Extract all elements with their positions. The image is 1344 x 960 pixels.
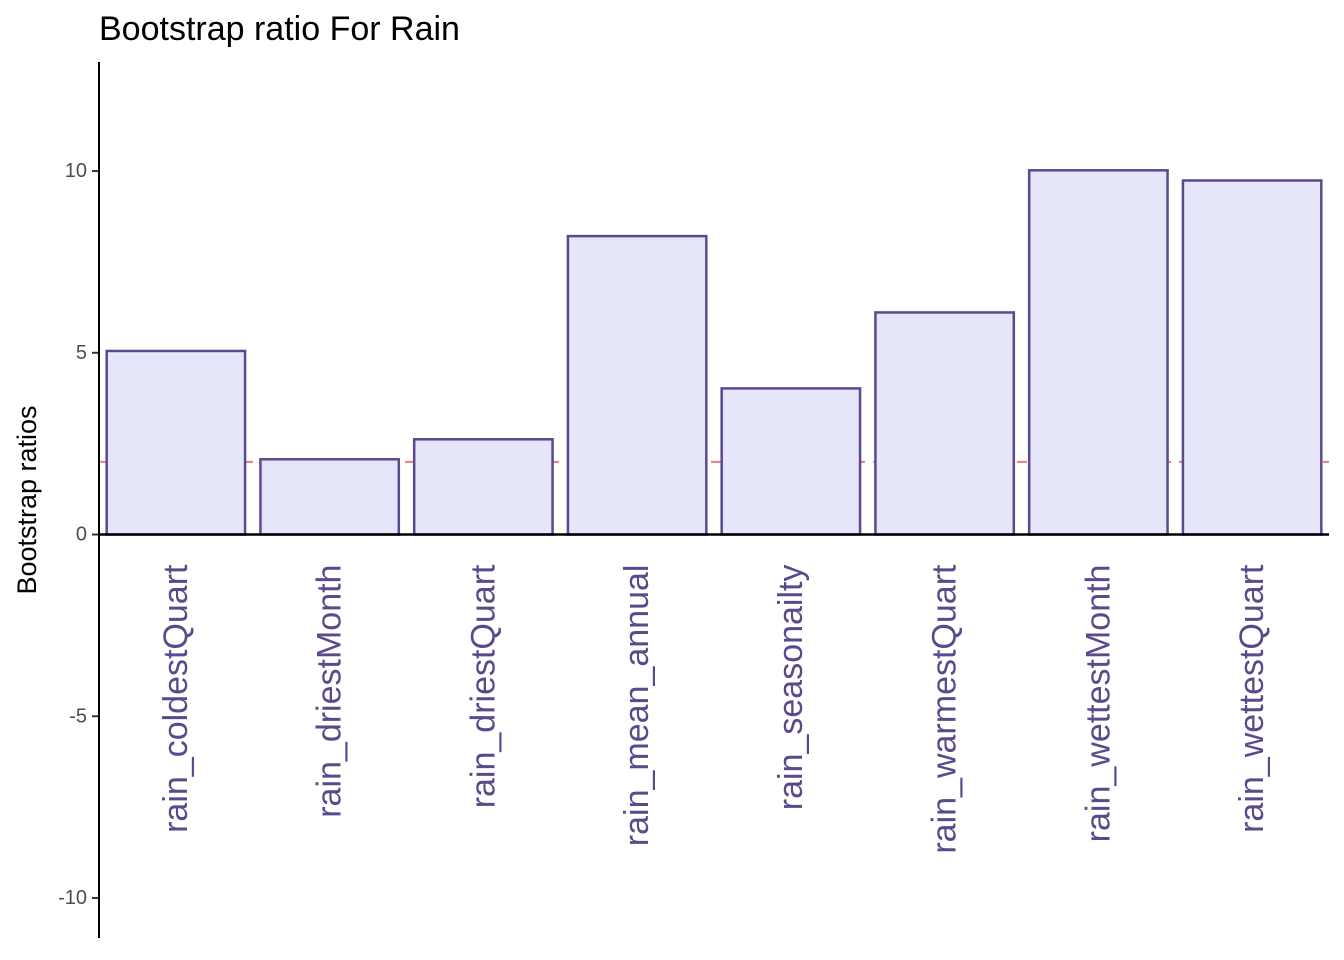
bars-layer bbox=[105, 169, 1323, 536]
bar-rain_wettestMonth bbox=[1027, 169, 1169, 536]
y-tick-label: -5 bbox=[69, 705, 87, 727]
y-ticks-layer: -10 -5 0 5 10 bbox=[58, 160, 99, 909]
bar-rain_driestMonth bbox=[259, 458, 401, 536]
bar-rain_seasonailty bbox=[720, 387, 862, 536]
y-tick-label: 0 bbox=[76, 524, 87, 546]
category-labels-layer: rain_coldestQuart rain_driestMonth rain_dr… bbox=[157, 564, 1271, 854]
y-axis-label: Bootstrap ratios bbox=[12, 405, 42, 594]
category-label: rain_driestQuart bbox=[464, 564, 502, 808]
bar-rain_coldestQuart bbox=[105, 349, 247, 536]
category-label: rain_wettestQuart bbox=[1233, 564, 1271, 833]
category-label: rain_coldestQuart bbox=[157, 564, 195, 833]
y-tick-label: 5 bbox=[76, 342, 87, 364]
chart-title: Bootstrap ratio For Rain bbox=[99, 10, 460, 48]
y-tick-label: 10 bbox=[65, 160, 87, 182]
y-tick-label: -10 bbox=[58, 887, 87, 909]
category-label: rain_seasonailty bbox=[772, 565, 810, 811]
bar-rain_wettestQuart bbox=[1181, 179, 1323, 536]
category-label: rain_warmestQuart bbox=[926, 564, 964, 854]
category-label: rain_wettestMonth bbox=[1079, 565, 1117, 843]
category-label: rain_driestMonth bbox=[311, 565, 349, 818]
bar-rain_driestQuart bbox=[412, 438, 554, 536]
bar-rain_mean_annual bbox=[566, 234, 708, 536]
category-label: rain_mean_annual bbox=[618, 565, 656, 847]
bar-rain_warmestQuart bbox=[874, 311, 1016, 536]
